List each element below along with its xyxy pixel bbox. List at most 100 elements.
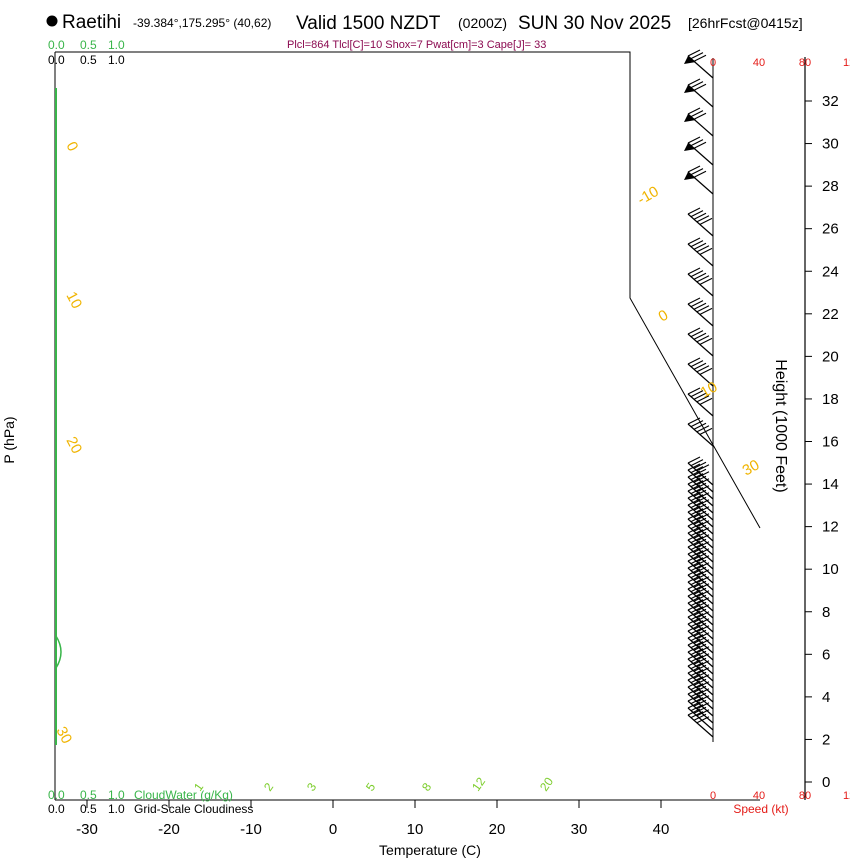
- wind-barb-icon: [687, 610, 714, 640]
- height-tick-label: 28: [822, 178, 839, 195]
- utc-time: (0200Z): [458, 15, 507, 31]
- wind-barb-icon: [687, 631, 714, 661]
- mixing-ratio-label: 12: [469, 774, 488, 793]
- wind-barb-icon: [687, 554, 714, 584]
- height-tick-label: 26: [822, 221, 839, 238]
- isotherm-label: 0: [656, 307, 672, 326]
- temp-tick-label: -20: [158, 821, 180, 838]
- speed-axis-title: Speed (kt): [733, 802, 788, 816]
- cloudwater-scale-top-0: 0.0: [48, 38, 65, 52]
- wind-barb-icon: [687, 477, 714, 507]
- wind-barb-icon: [684, 136, 714, 166]
- height-tick-label: 10: [822, 561, 839, 578]
- cloudiness-scale-top-2: 1.0: [108, 53, 125, 67]
- y-axis-title: P (hPa): [1, 416, 17, 463]
- wind-barb-icon: [687, 708, 714, 738]
- wind-barb-icon: [687, 687, 714, 717]
- wind-barb-icon: [687, 694, 714, 724]
- plot-frame-top: [55, 51, 761, 529]
- wind-barb-icon: [687, 540, 714, 570]
- wind-barb-icon: [687, 526, 714, 556]
- height-tick-label: 32: [822, 93, 839, 110]
- wind-barb-icon: [684, 107, 714, 137]
- wind-barb-icon: [687, 568, 714, 598]
- height-tick-label: 8: [822, 604, 830, 621]
- cloudiness-scale-bottom-1: 0.5: [80, 802, 97, 816]
- wind-barb-icon: [687, 512, 714, 542]
- speed-tick-top-40: 40: [753, 57, 765, 69]
- height-tick-label: 2: [822, 731, 830, 748]
- cloudwater-scale-top-1: 0.5: [80, 38, 97, 52]
- temp-tick-label: 30: [571, 821, 588, 838]
- isotherm-label: 10: [698, 378, 721, 401]
- wind-barb-icon: [687, 237, 714, 267]
- mixing-ratio-label: 3: [304, 780, 319, 794]
- height-tick-label: 18: [822, 391, 839, 408]
- stability-indices: Plcl=864 Tlcl[C]=10 Shox=7 Pwat[cm]=3 Ca…: [287, 39, 546, 51]
- wind-barb-icon: [687, 547, 714, 577]
- wind-barb-icon: [687, 387, 714, 417]
- cloudiness-scale-top-1: 0.5: [80, 53, 97, 67]
- speed-tick-bottom-40: 40: [753, 790, 765, 802]
- temp-tick-label: -30: [76, 821, 98, 838]
- isotherm-label: 30: [52, 724, 75, 747]
- speed-tick-bottom-0: 0: [710, 790, 716, 802]
- x-axis-title: Temperature (C): [379, 842, 481, 858]
- height-tick-label: 22: [822, 306, 839, 323]
- wind-barb-icon: [687, 463, 714, 493]
- cloudwater-label: CloudWater (g/Kg): [134, 788, 233, 802]
- speed-tick-top-0: 0: [710, 57, 716, 69]
- wind-barb-icon: [687, 470, 714, 500]
- wind-barb-icon: [687, 645, 714, 675]
- wind-barb-icon: [687, 267, 714, 297]
- wind-barb-icon: [687, 596, 714, 626]
- wind-barb-icon: [684, 78, 714, 108]
- cloudwater-scale-bottom-1: 0.5: [80, 788, 97, 802]
- cloudiness-label: Grid-Scale Cloudiness: [134, 802, 253, 816]
- speed-tick-bottom-120: 12: [843, 790, 850, 802]
- cloudiness-scale-bottom-2: 1.0: [108, 802, 125, 816]
- wind-barb-icon: [687, 652, 714, 682]
- height-axis-title: Height (1000 Feet): [772, 359, 789, 492]
- mixing-ratio-label: 8: [419, 780, 434, 794]
- speed-tick-bottom-80: 80: [799, 790, 811, 802]
- wind-barb-icon: [687, 297, 714, 327]
- wind-barb-icon: [687, 505, 714, 535]
- cloudwater-scale-bottom-2: 1.0: [108, 788, 125, 802]
- cloudiness-scale-bottom-0: 0.0: [48, 802, 65, 816]
- wind-barb-icon: [687, 624, 714, 654]
- isotherm-label: 20: [62, 434, 85, 457]
- height-tick-label: 14: [822, 476, 839, 493]
- wind-barb-icon: [687, 589, 714, 619]
- temp-tick-label: 40: [653, 821, 670, 838]
- mixing-ratio-label: 5: [363, 780, 378, 794]
- height-tick-label: 6: [822, 646, 830, 663]
- height-tick-label: 24: [822, 263, 839, 280]
- wind-barb-icon: [687, 673, 714, 703]
- forecast-date: SUN 30 Nov 2025: [518, 13, 671, 34]
- wind-barb-icon: [687, 357, 714, 387]
- wind-barb-icon: [687, 498, 714, 528]
- cloudwater-scale-top-2: 1.0: [108, 38, 125, 52]
- wind-barb-icon: [687, 575, 714, 605]
- isotherm-label: 0: [62, 139, 81, 154]
- wind-barb-icon: [687, 603, 714, 633]
- height-tick-label: 4: [822, 689, 830, 706]
- cloudiness-scale-top-0: 0.0: [48, 53, 65, 67]
- isotherm-label: -10: [635, 183, 662, 209]
- temp-tick-label: 0: [329, 821, 337, 838]
- mixing-ratio-label: 20: [537, 774, 556, 793]
- wind-barb-icon: [687, 207, 714, 237]
- isotherm-label: 30: [740, 456, 763, 479]
- forecast-run: [26hrFcst@0415z]: [688, 15, 803, 31]
- temp-tick-label: 20: [489, 821, 506, 838]
- wind-barb-icon: [687, 701, 714, 731]
- height-tick-label: 0: [822, 774, 830, 791]
- height-tick-label: 16: [822, 434, 839, 451]
- temp-tick-label: 10: [407, 821, 424, 838]
- height-tick-label: 12: [822, 519, 839, 536]
- speed-tick-top-80: 80: [799, 57, 811, 69]
- cloudwater-scale-bottom-0: 0.0: [48, 788, 65, 802]
- wind-barb-icon: [687, 659, 714, 689]
